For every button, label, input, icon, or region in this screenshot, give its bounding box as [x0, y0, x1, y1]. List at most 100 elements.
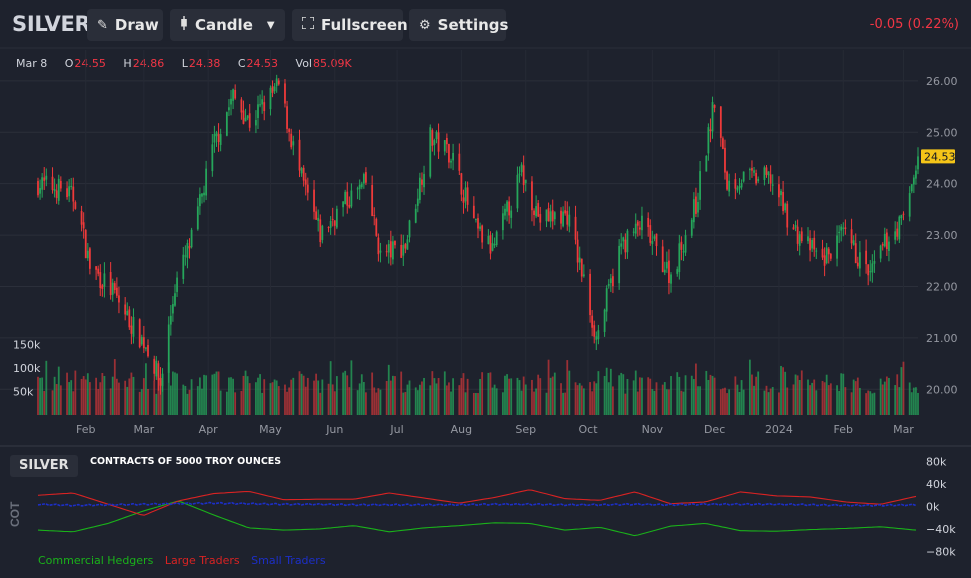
- time-tick-label: Feb: [76, 423, 95, 436]
- volume-tick-label: 100k: [13, 362, 41, 375]
- candle-body: [612, 276, 614, 287]
- volume-bar: [153, 380, 156, 415]
- volume-bar: [605, 367, 608, 415]
- candle-body: [211, 144, 214, 172]
- volume-bar: [651, 388, 654, 415]
- candle-body: [682, 251, 685, 253]
- symbol-title: SILVER: [12, 12, 91, 36]
- volume-bar: [394, 376, 396, 415]
- volume-bar: [458, 385, 461, 415]
- candle-body: [865, 250, 868, 265]
- volume-bar: [699, 386, 701, 415]
- candle-body: [535, 206, 538, 217]
- candle-body: [429, 127, 432, 177]
- candle-body: [502, 213, 504, 231]
- volume-bar: [475, 392, 477, 415]
- high-key: H: [123, 57, 132, 70]
- candle-body: [620, 243, 623, 247]
- volume-bar: [836, 385, 838, 415]
- candle-body: [726, 171, 728, 190]
- volume-bar: [138, 391, 141, 415]
- time-tick-label: Sep: [515, 423, 536, 436]
- volume-bar: [205, 375, 208, 415]
- settings-button[interactable]: ⚙ Settings: [409, 9, 508, 41]
- volume-bar: [524, 384, 527, 415]
- candle-body: [84, 229, 87, 259]
- time-tick-label: Dec: [704, 423, 725, 436]
- grid: [0, 47, 971, 447]
- volume-bar: [443, 371, 446, 415]
- volume-bar: [493, 384, 496, 415]
- volume-bar: [796, 375, 799, 415]
- volume-bar: [695, 363, 697, 415]
- candle-body: [418, 177, 421, 200]
- candle-body: [53, 189, 56, 192]
- legend-commercial: Commercial Hedgers: [38, 554, 154, 567]
- candle-body: [593, 325, 596, 337]
- volume-bar: [400, 371, 403, 415]
- candle-body: [748, 169, 751, 171]
- candle-body: [638, 227, 641, 230]
- candle-body: [333, 220, 336, 226]
- candle-body: [39, 188, 41, 194]
- volume-bar: [450, 391, 452, 415]
- volume-bar: [815, 390, 818, 415]
- candle-body: [692, 199, 695, 223]
- fullscreen-label: Fullscreen: [321, 16, 408, 34]
- volume-bar: [782, 367, 784, 415]
- volume-bar: [553, 372, 556, 415]
- cot-lines: [37, 489, 917, 537]
- candle-body: [198, 194, 201, 207]
- volume-bar: [798, 379, 801, 415]
- candle-body: [329, 220, 332, 228]
- volume-bar: [45, 360, 48, 415]
- candle-body: [784, 203, 787, 211]
- candle-body: [603, 309, 606, 332]
- chart-type-dropdown[interactable]: Candle ▼: [170, 9, 285, 41]
- time-tick-label: May: [259, 423, 282, 436]
- volume-bar: [132, 376, 135, 415]
- volume-bar: [551, 376, 554, 415]
- candle-body: [466, 187, 469, 205]
- volume-bar: [255, 382, 257, 415]
- pencil-icon: ✎: [97, 17, 108, 33]
- candle-body: [348, 204, 351, 208]
- volume-bar: [437, 378, 440, 415]
- candle-body: [172, 304, 174, 314]
- volume-bar: [88, 382, 91, 415]
- candle-body: [651, 240, 654, 245]
- candle-body: [362, 174, 365, 184]
- candle-body: [190, 229, 193, 248]
- candle-body: [443, 140, 446, 152]
- fullscreen-button[interactable]: Fullscreen: [292, 9, 408, 41]
- candle-body: [313, 189, 315, 212]
- volume-bar: [317, 380, 320, 415]
- volume-bar: [99, 382, 102, 415]
- volume-bar: [219, 390, 222, 415]
- volume-bar: [678, 376, 681, 415]
- draw-button[interactable]: ✎ Draw: [87, 9, 163, 41]
- volume-bar: [51, 390, 54, 415]
- volume-bar: [379, 389, 382, 415]
- candle-body: [678, 243, 681, 273]
- candle-body: [520, 164, 523, 173]
- volume-bar: [404, 392, 407, 415]
- cot-series-line: [37, 501, 917, 507]
- volume-bar: [101, 372, 104, 415]
- candle-body: [917, 156, 919, 170]
- volume-bar: [709, 374, 712, 415]
- candle-body: [481, 225, 484, 243]
- candle-body: [275, 78, 278, 87]
- candle-body: [809, 238, 811, 251]
- price-tick-label: 26.00: [926, 75, 958, 88]
- candle-body: [174, 293, 176, 306]
- candle-body: [576, 239, 579, 263]
- volume-bar: [333, 391, 336, 415]
- volume-bar: [159, 378, 162, 415]
- volume-bar: [172, 371, 174, 415]
- volume-tick-label: 150k: [13, 339, 41, 352]
- volume-bar: [169, 385, 172, 415]
- candle-body: [736, 187, 739, 191]
- volume-bar: [445, 385, 448, 415]
